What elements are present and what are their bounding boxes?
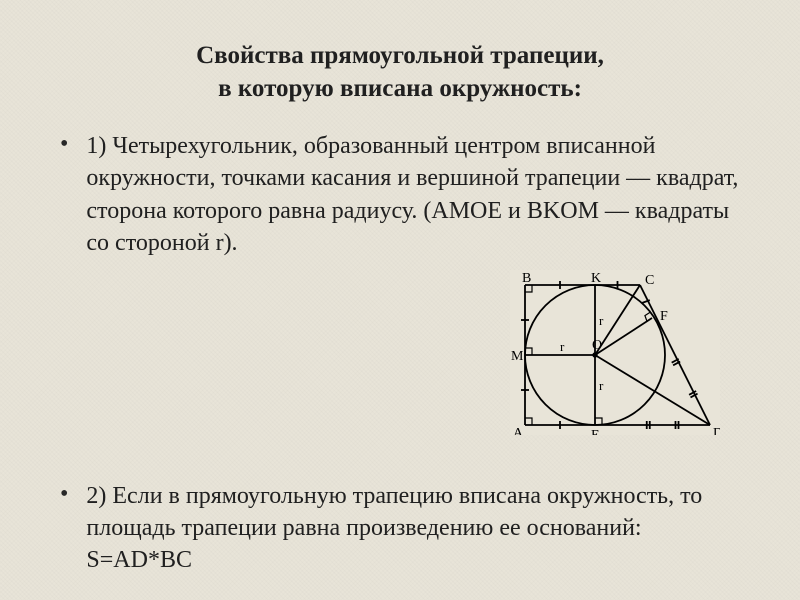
svg-text:O: O — [592, 338, 602, 353]
geometry-diagram: r r r A B C D M K E O F — [510, 270, 720, 435]
svg-text:A: A — [513, 426, 524, 435]
title-line-2: в которую вписана окружность: — [218, 75, 582, 102]
bullet-marker: • — [60, 130, 68, 159]
svg-text:r: r — [599, 313, 604, 328]
svg-text:M: M — [511, 349, 524, 364]
svg-text:K: K — [591, 271, 601, 286]
svg-text:E: E — [591, 428, 600, 435]
svg-text:r: r — [599, 378, 604, 393]
bullet-item-1: • 1) Четырехугольник, образованный центр… — [60, 130, 740, 260]
svg-text:r: r — [560, 339, 565, 354]
bullet-2-text: 2) Если в прямоугольную трапецию вписана… — [86, 480, 740, 577]
bullet-item-2: • 2) Если в прямоугольную трапецию вписа… — [60, 480, 740, 577]
slide-title: Свойства прямоугольной трапеции, в котор… — [60, 40, 740, 105]
bullet-marker: • — [60, 480, 68, 509]
svg-text:F: F — [660, 309, 668, 324]
diagram-container: r r r A B C D M K E O F — [60, 270, 740, 440]
svg-text:B: B — [522, 271, 531, 286]
bullet-1-text: 1) Четырехугольник, образованный центром… — [86, 130, 740, 260]
svg-text:D: D — [713, 426, 720, 435]
svg-text:C: C — [645, 273, 654, 288]
title-line-1: Свойства прямоугольной трапеции, — [196, 42, 604, 69]
